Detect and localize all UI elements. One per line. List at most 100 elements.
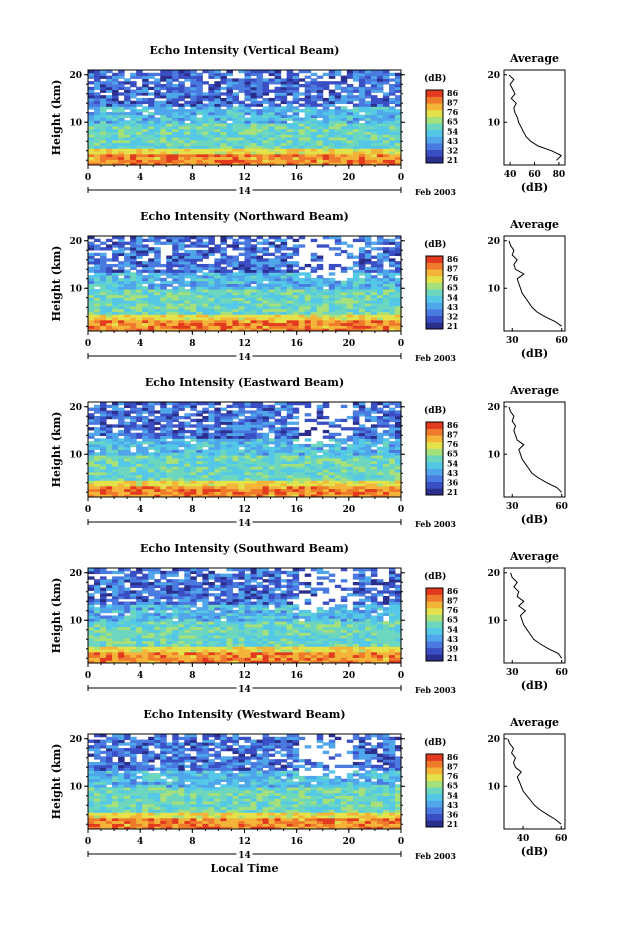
heatmap-cell [268, 100, 276, 105]
heatmap-cell [100, 83, 107, 88]
heatmap-cell [190, 70, 197, 74]
heatmap-cell [172, 485, 179, 490]
heatmap-cell [148, 455, 155, 459]
heatmap-cell [286, 291, 294, 296]
heatmap-cell [160, 148, 167, 152]
heatmap-cell [370, 317, 378, 321]
heatmap-cell [130, 148, 137, 152]
heatmap-cell [226, 151, 233, 155]
heatmap-cell [160, 272, 167, 276]
heatmap-cell [196, 424, 203, 428]
colorbar-swatch [426, 322, 443, 330]
heatmap-cell [346, 317, 354, 321]
heatmap-cell [388, 319, 396, 324]
heatmap-cell [154, 249, 161, 254]
heatmap-cell [328, 145, 336, 149]
heatmap-cell [112, 117, 119, 121]
heatmap-cell [214, 480, 221, 484]
heatmap-cell [298, 272, 306, 276]
heatmap-cell [94, 156, 101, 160]
beam-panel-1: Echo Intensity (Vertical Beam)1020Height… [50, 44, 566, 197]
heatmap-cell [100, 123, 107, 127]
heatmap-cell [268, 449, 276, 453]
heatmap-cell [160, 289, 167, 293]
heatmap-cell [322, 491, 330, 495]
heatmap-cell [130, 280, 137, 284]
heatmap-cell [388, 151, 396, 155]
heatmap-cell [130, 156, 137, 160]
heatmap-cell [250, 258, 258, 262]
heatmap-cell [166, 95, 173, 99]
heatmap-cell [250, 297, 258, 301]
heatmap-cell [244, 289, 252, 293]
heatmap-cell [256, 660, 264, 664]
heatmap-cell [358, 407, 366, 411]
heatmap-cell [238, 83, 245, 88]
heatmap-cell [88, 305, 95, 310]
heatmap-cell [124, 460, 131, 464]
heatmap-cell [340, 156, 348, 160]
heatmap-cell [238, 494, 245, 498]
heatmap-cell [370, 125, 378, 130]
heatmap-cell [214, 244, 221, 248]
heatmap-cell [394, 83, 402, 88]
heatmap-cell [280, 449, 288, 453]
heatmap-cell [280, 151, 288, 155]
heatmap-cell [166, 151, 173, 155]
heatmap-cell [142, 415, 149, 420]
y-tick-label: 20 [69, 237, 82, 247]
heatmap-cell [226, 244, 233, 248]
heatmap-cell [268, 314, 276, 318]
heatmap-cell [130, 469, 137, 473]
heatmap-cell [274, 294, 282, 298]
heatmap-cell [136, 286, 143, 290]
heatmap-cell [256, 407, 264, 411]
heatmap-cell [160, 455, 167, 459]
heatmap-cell [184, 457, 191, 462]
heatmap-cell [94, 283, 101, 287]
heatmap-cell [214, 145, 221, 149]
heatmap-cell [118, 145, 125, 149]
heatmap-cell [358, 247, 366, 251]
heatmap-cell [364, 485, 372, 490]
heatmap-cell [292, 125, 300, 130]
heatmap-cell [178, 427, 185, 431]
heatmap-cell [358, 89, 366, 93]
heatmap-cell [274, 95, 282, 99]
heatmap-cell [232, 255, 239, 259]
heatmap-cell [94, 410, 101, 414]
colorbar-swatch [426, 96, 443, 104]
heatmap-cell [178, 325, 185, 329]
heatmap-cell [262, 78, 270, 82]
heatmap-cell [184, 314, 191, 318]
heatmap-cell [202, 322, 209, 326]
heatmap-cell [292, 120, 300, 124]
heatmap-cell [316, 156, 324, 160]
heatmap-cell [100, 95, 107, 99]
heatmap-cell [388, 117, 396, 121]
heatmap-cell [226, 145, 233, 149]
heatmap-cell [88, 125, 95, 130]
heatmap-cell [262, 474, 270, 478]
heatmap-cell [334, 83, 342, 88]
heatmap-cell [244, 247, 252, 251]
heatmap-cell [286, 303, 294, 307]
heatmap-cell [160, 120, 167, 124]
heatmap-cell [166, 162, 173, 166]
heatmap-cell [268, 145, 276, 149]
heatmap-cell [370, 263, 378, 268]
heatmap-cell [292, 139, 300, 144]
heatmap-cell [394, 471, 402, 476]
heatmap-cell [352, 438, 360, 442]
heatmap-cell [292, 303, 300, 307]
heatmap-cell [94, 280, 101, 284]
heatmap-cell [346, 305, 354, 310]
heatmap-cell [388, 261, 396, 265]
heatmap-cell [394, 249, 402, 254]
heatmap-cell [100, 137, 107, 141]
heatmap-cell [250, 402, 258, 406]
heatmap-cell [304, 92, 312, 96]
heatmap-cell [178, 494, 185, 498]
heatmap-cell [118, 297, 125, 301]
heatmap-cell [160, 443, 167, 448]
